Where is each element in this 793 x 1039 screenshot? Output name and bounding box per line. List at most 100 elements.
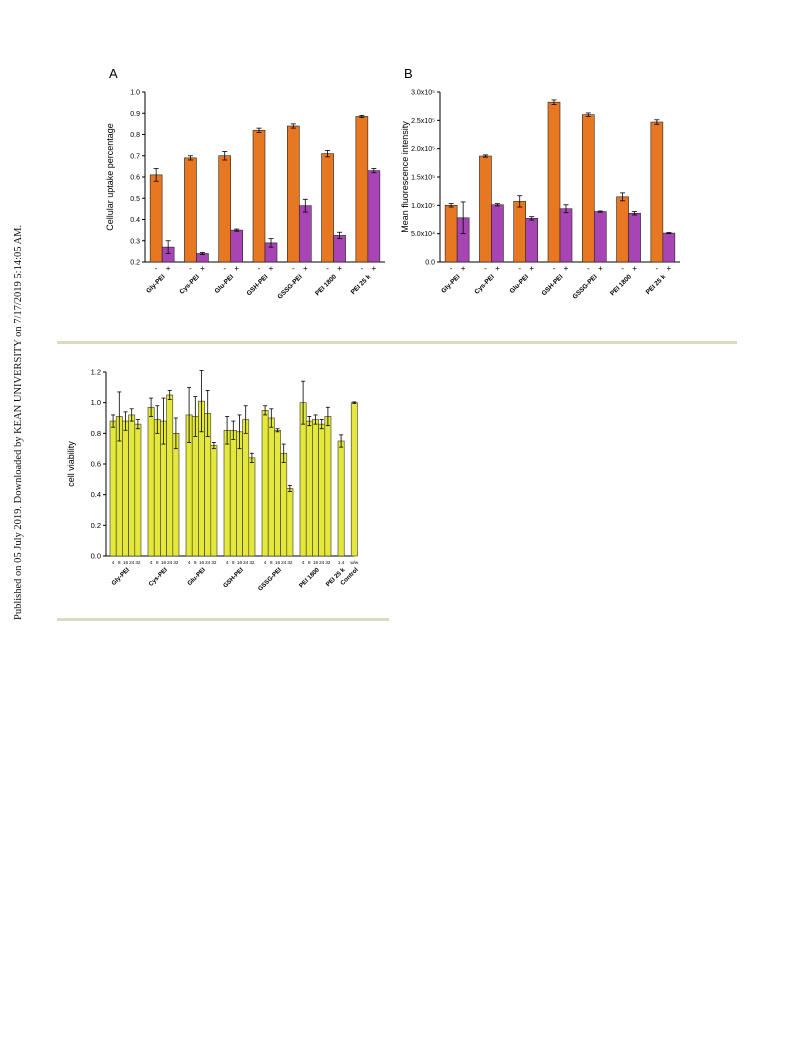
bar (286, 125, 300, 263)
bar (333, 235, 346, 263)
category-label: Gly-PEI (440, 273, 461, 294)
sub-label: + (529, 264, 534, 273)
sub-label: 4 (150, 560, 153, 565)
sub-label: 1.4 (338, 560, 345, 565)
sub-label: + (667, 264, 672, 273)
sub-label: 8 (118, 560, 121, 565)
y-tick-label: 0.5 (130, 196, 140, 203)
y-tick-label: 0.3 (130, 238, 140, 245)
y-tick-label: 0.6 (130, 175, 140, 182)
y-tick-label: 0.2 (130, 260, 140, 267)
bar (628, 212, 641, 263)
chart-a: A 0.2 0.3 0.4 0.5 0.6 0.7 0.8 0.9 1.0 Cellular upt… (105, 66, 385, 301)
sub-label: + (337, 264, 342, 273)
sub-label: - (155, 264, 158, 273)
y-tick-label: 1.5x10⁵ (411, 175, 435, 182)
sub-label: 32 (135, 560, 141, 565)
group-label: Gly-PEI (110, 566, 131, 587)
y-tick-label: 0.4 (91, 490, 101, 499)
sub-label: + (166, 264, 171, 273)
divider-top (57, 341, 737, 344)
sub-label: 24 (205, 560, 211, 565)
category-label: Glu-PEI (214, 273, 236, 295)
group-label: Cys-PEI (147, 566, 169, 588)
y-axis-title: cell viability (66, 441, 76, 487)
bar (299, 402, 307, 557)
bar (525, 218, 539, 263)
bar (337, 440, 345, 557)
sub-label: + (303, 264, 308, 273)
sub-label: + (495, 264, 500, 273)
bar (318, 423, 326, 557)
sub-label: 4 (112, 560, 115, 565)
bar (559, 208, 573, 263)
group-label: PEI 1800 (298, 566, 321, 589)
download-notice: Published on 05 July 2019. Downloaded by… (13, 224, 24, 620)
bar (350, 402, 358, 557)
group-label: Glu-PEI (186, 566, 207, 587)
sub-label: 16 (313, 560, 319, 565)
bar (191, 416, 199, 557)
sub-label: - (484, 264, 487, 273)
bar (242, 419, 250, 557)
category-label: PEI 25 k (350, 273, 373, 296)
category-label: PEI 1800 (314, 273, 338, 297)
category-label: GSH-PEI (246, 273, 270, 297)
bar (593, 211, 607, 263)
bar (153, 419, 161, 557)
sub-label: + (372, 264, 377, 273)
y-tick-label: 1.0x10⁵ (411, 203, 435, 210)
y-tick-label: 3.0x10⁵ (411, 90, 435, 97)
category-label: GSH-PEI (541, 273, 565, 297)
sub-label: 32 (249, 560, 255, 565)
bar (305, 420, 313, 557)
y-tick-label: 0.6 (91, 460, 101, 469)
group-label: GSH-PEI (222, 566, 245, 589)
y-tick-label: 5.0x10⁴ (411, 231, 435, 238)
bar (236, 431, 243, 557)
category-label: PEI 25 k (645, 273, 668, 296)
category-label: GSSG-PEI (277, 273, 304, 300)
sub-label: + (632, 264, 637, 273)
sub-label: - (189, 264, 192, 273)
bar (210, 445, 218, 557)
y-tick-label: 2.5x10⁵ (411, 118, 435, 125)
y-axis-title: Cellular uptake percentage (105, 123, 115, 231)
y-tick-label: 0.8 (91, 429, 101, 438)
bar (128, 414, 136, 557)
sub-label: + (234, 264, 239, 273)
y-tick-label: 1.2 (91, 368, 101, 377)
bar (122, 420, 129, 557)
sub-label: 16 (161, 560, 167, 565)
sub-label: 8 (194, 560, 197, 565)
y-tick-label: 0.8 (130, 132, 140, 139)
panel-label: A (109, 66, 118, 81)
sub-label: 24 (319, 560, 325, 565)
sub-label: 32 (211, 560, 217, 565)
sub-label: 4 (264, 560, 267, 565)
sub-label: 8 (156, 560, 159, 565)
bar (479, 155, 492, 263)
y-tick-label: 0.4 (130, 217, 140, 224)
bar (149, 174, 163, 263)
y-tick-label: 1.0 (130, 90, 140, 97)
bar (166, 394, 174, 557)
sub-label: 16 (275, 560, 281, 565)
sub-label: 16 (123, 560, 129, 565)
sub-label: - (621, 264, 624, 273)
bar (662, 232, 676, 263)
panel-label: B (404, 66, 413, 81)
bar (252, 129, 266, 263)
sub-label: + (269, 264, 274, 273)
bar (248, 457, 256, 557)
sub-label: 32 (173, 560, 179, 565)
bar (274, 429, 281, 557)
bar (223, 429, 231, 557)
sub-label: 8 (270, 560, 273, 565)
sub-label: 24 (281, 560, 287, 565)
bar (355, 116, 369, 263)
sub-label: - (518, 264, 521, 273)
y-tick-label: 2.0x10⁵ (411, 146, 435, 153)
category-label: PEI 1800 (609, 273, 633, 297)
sub-label: - (361, 264, 364, 273)
